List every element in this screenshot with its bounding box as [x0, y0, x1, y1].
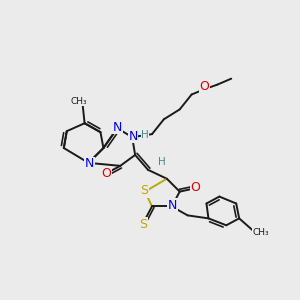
Text: CH₃: CH₃ [253, 228, 269, 237]
Text: N: N [112, 121, 122, 134]
Text: N: N [85, 158, 94, 170]
Text: H: H [141, 130, 149, 140]
Text: O: O [200, 80, 209, 93]
Text: CH₃: CH₃ [70, 97, 87, 106]
Text: N: N [168, 199, 178, 212]
Text: S: S [140, 184, 148, 197]
Text: N: N [128, 130, 138, 142]
Text: H: H [158, 157, 166, 167]
Text: S: S [139, 218, 147, 231]
Text: O: O [190, 181, 200, 194]
Text: O: O [101, 167, 111, 180]
